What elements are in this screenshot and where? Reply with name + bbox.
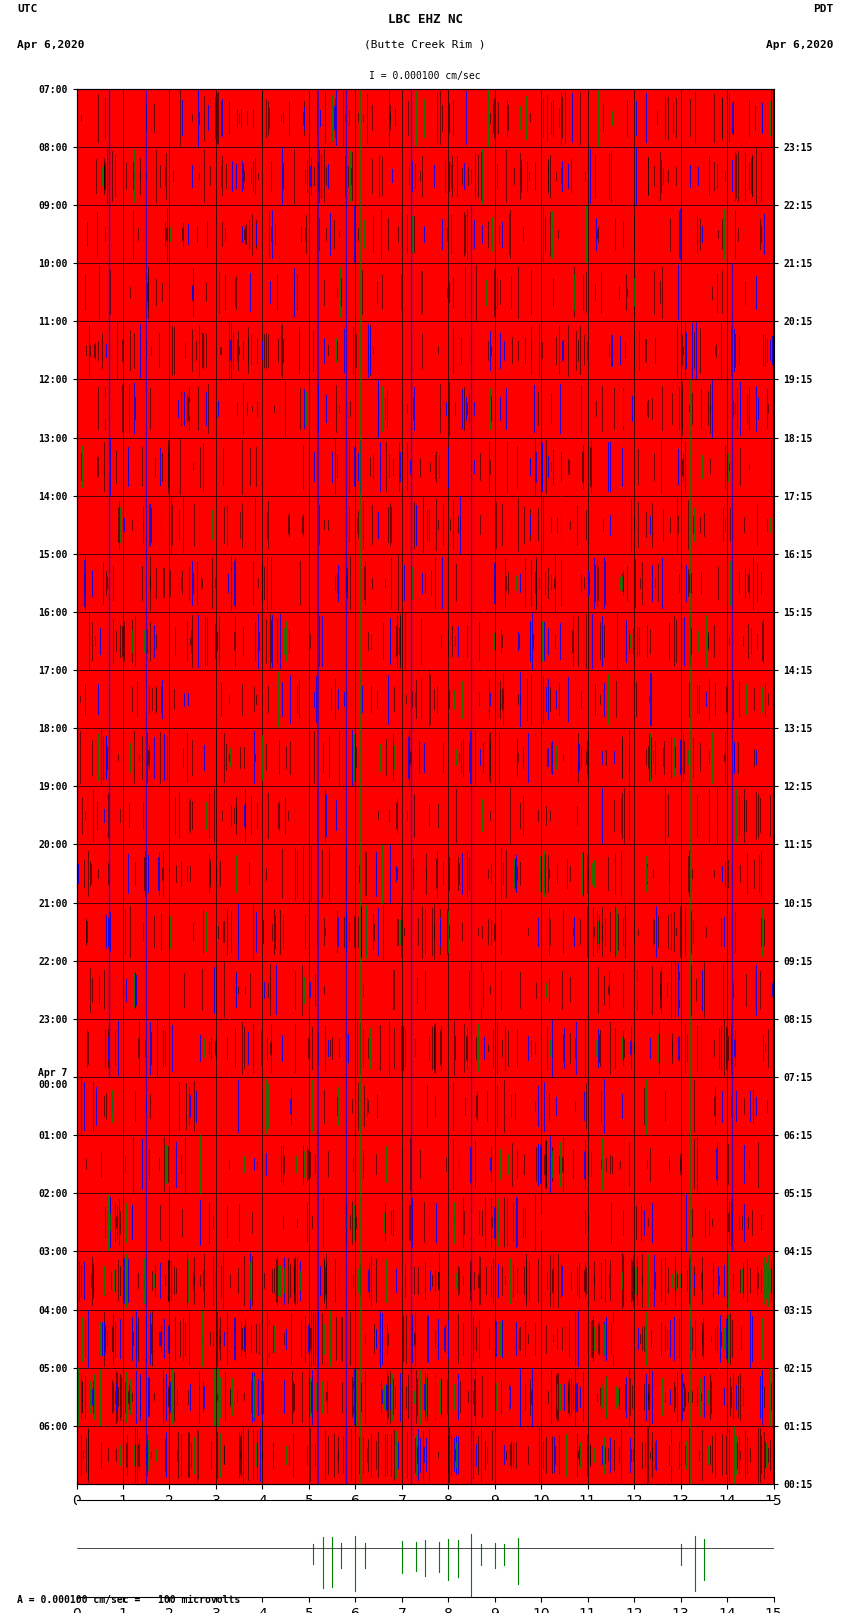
Text: PDT: PDT <box>813 5 833 15</box>
Text: Apr 6,2020: Apr 6,2020 <box>17 40 84 50</box>
X-axis label: TIME (MINUTES): TIME (MINUTES) <box>377 1513 473 1523</box>
Text: Apr 6,2020: Apr 6,2020 <box>766 40 833 50</box>
Text: A = 0.000100 cm/sec =   100 microvolts: A = 0.000100 cm/sec = 100 microvolts <box>17 1595 241 1605</box>
Text: LBC EHZ NC: LBC EHZ NC <box>388 13 462 26</box>
Text: I = 0.000100 cm/sec: I = 0.000100 cm/sec <box>369 71 481 81</box>
Text: UTC: UTC <box>17 5 37 15</box>
Text: (Butte Creek Rim ): (Butte Creek Rim ) <box>365 40 485 50</box>
